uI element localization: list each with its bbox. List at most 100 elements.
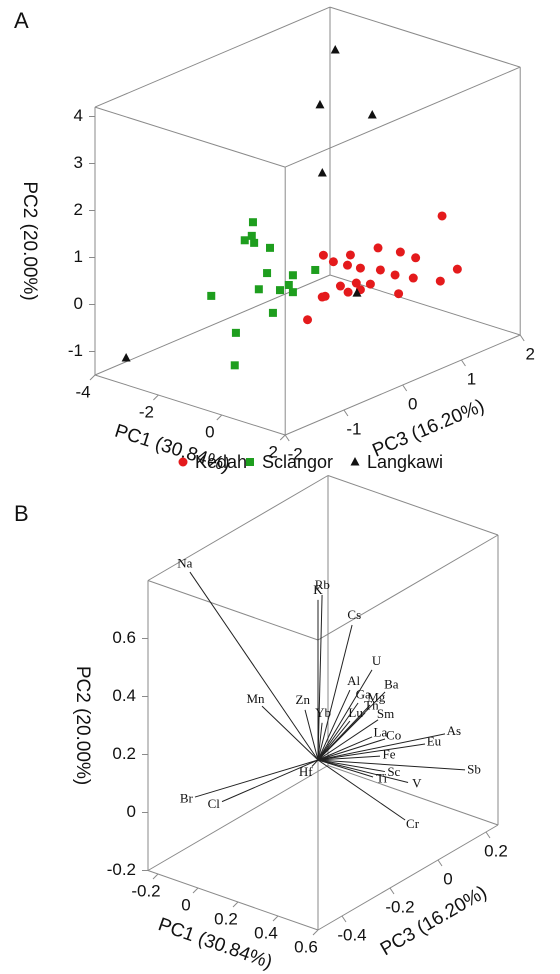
- loading-vector: [317, 712, 366, 761]
- box-edge: [285, 66, 521, 168]
- loading-label: Hf: [299, 764, 313, 779]
- loading-label: K: [313, 582, 323, 597]
- x-tick: [153, 394, 159, 401]
- loading-label: Ti: [376, 771, 387, 786]
- z-tick: [402, 384, 408, 392]
- z-tick: [437, 859, 443, 867]
- y-tick-label: 4: [74, 106, 83, 125]
- point: [246, 458, 254, 466]
- x-tick: [312, 929, 319, 936]
- box-edge: [94, 374, 286, 436]
- point: [231, 328, 240, 337]
- z-tick-label: -2: [288, 444, 303, 463]
- point: [263, 269, 272, 278]
- loading-label: V: [412, 776, 422, 791]
- loading-label: Cs: [347, 607, 361, 622]
- box-edge: [147, 870, 319, 931]
- x-tick: [89, 374, 96, 381]
- point: [178, 457, 188, 467]
- y-tick-label: 0: [127, 802, 136, 821]
- point: [452, 264, 462, 274]
- box-edge: [317, 824, 499, 931]
- box-edge: [147, 765, 329, 871]
- y-tick-label: -1: [68, 341, 83, 360]
- x-tick: [279, 434, 286, 441]
- z-tick-label: 0: [408, 394, 417, 413]
- loading-vector: [317, 759, 409, 784]
- loading-vector: [189, 571, 319, 761]
- loading-vector: [317, 759, 386, 773]
- point: [411, 253, 421, 263]
- point: [317, 292, 327, 302]
- loading-label: Mg: [367, 689, 386, 704]
- z-tick-label: 1: [467, 369, 476, 388]
- box-edge: [94, 106, 286, 168]
- z-tick: [485, 831, 491, 839]
- point: [275, 286, 284, 295]
- point: [311, 265, 320, 274]
- z-tick-label: 0: [443, 869, 452, 888]
- y-axis-title: PC2 (20.00%): [72, 666, 93, 785]
- loading-label: Fe: [382, 747, 395, 762]
- loading-vector: [317, 702, 359, 761]
- point: [317, 167, 327, 177]
- x-tick: [152, 873, 159, 880]
- panel-label: B: [14, 501, 29, 526]
- loading-label: U: [372, 653, 382, 668]
- loading-label: Sc: [387, 764, 400, 779]
- loading-label: Na: [177, 556, 192, 571]
- point: [254, 285, 263, 294]
- box-edge: [317, 534, 499, 641]
- point: [288, 288, 297, 297]
- point: [355, 263, 365, 273]
- loading-vector: [317, 733, 446, 761]
- point: [268, 308, 277, 317]
- z-tick-label: -1: [346, 419, 361, 438]
- point: [390, 270, 400, 280]
- loading-label: Br: [180, 791, 194, 806]
- loading-label: La: [374, 724, 388, 739]
- loading-label: Yb: [315, 705, 331, 720]
- z-tick: [343, 409, 349, 417]
- legend-label: Kedah: [195, 452, 247, 472]
- legend-label: Sclangor: [262, 452, 333, 472]
- loading-vector: [317, 594, 323, 761]
- loading-label: Cl: [208, 796, 221, 811]
- loading-vector: [317, 689, 351, 761]
- point: [315, 99, 325, 109]
- point: [375, 265, 385, 275]
- point: [330, 44, 340, 54]
- loading-label: Al: [347, 673, 360, 688]
- loading-vector: [317, 759, 374, 778]
- y-axis-title: PC2 (20.00%): [19, 181, 40, 300]
- y-tick-label: 3: [74, 153, 83, 172]
- x-tick-label: 0.6: [294, 937, 318, 956]
- loading-vector: [317, 755, 381, 761]
- point: [240, 236, 249, 245]
- y-tick-label: 1: [74, 247, 83, 266]
- z-tick: [519, 334, 525, 342]
- y-tick-label: 0.6: [112, 628, 136, 647]
- x-tick-label: -2: [139, 402, 154, 421]
- loading-label: Ga: [356, 687, 371, 702]
- x-tick-label: 0: [205, 422, 214, 441]
- loading-vector: [317, 759, 406, 821]
- point: [121, 352, 131, 362]
- x-tick: [192, 887, 199, 894]
- z-tick: [341, 915, 347, 923]
- x-tick: [272, 915, 279, 922]
- legend-label: Langkawi: [367, 452, 443, 472]
- point: [250, 238, 259, 247]
- loading-label: Ba: [384, 677, 399, 692]
- loading-label: Lu: [348, 705, 363, 720]
- point: [343, 287, 353, 297]
- point: [248, 218, 257, 227]
- point: [350, 457, 360, 466]
- box-edge: [147, 580, 319, 641]
- y-tick-label: -0.2: [107, 860, 136, 879]
- z-tick-label: -0.4: [337, 925, 366, 944]
- box-edge: [94, 6, 331, 108]
- point: [288, 271, 297, 280]
- loading-label: Eu: [427, 734, 442, 749]
- point: [266, 243, 274, 252]
